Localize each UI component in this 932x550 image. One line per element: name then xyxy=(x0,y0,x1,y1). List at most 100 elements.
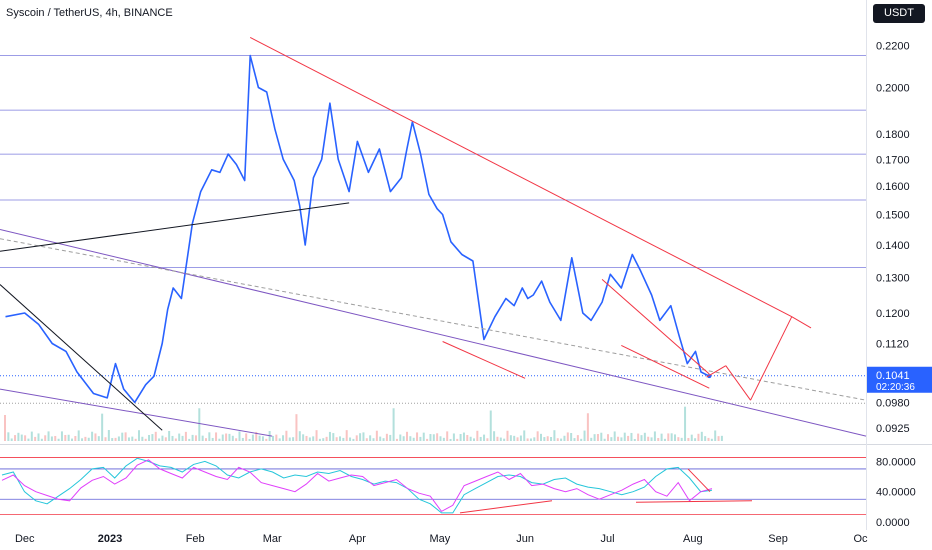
volume-bar xyxy=(432,434,435,441)
volume-bar xyxy=(499,437,502,441)
volume-bar xyxy=(184,431,187,441)
volume-bar xyxy=(640,435,643,441)
volume-bar xyxy=(613,431,616,441)
volume-bar xyxy=(416,432,419,441)
y-tick-label: 0.1700 xyxy=(876,154,910,166)
volume-bar xyxy=(526,438,529,441)
x-tick-label: Jul xyxy=(601,533,615,545)
volume-bar xyxy=(34,436,37,441)
volume-bar xyxy=(198,408,201,441)
volume-bar xyxy=(335,437,338,441)
volume-bar xyxy=(349,437,352,441)
volume-bar xyxy=(660,433,663,441)
volume-bar xyxy=(91,431,94,441)
countdown-label: 02:20:36 xyxy=(876,382,915,393)
volume-bar xyxy=(302,434,305,441)
volume-bar xyxy=(402,436,405,441)
volume-bar xyxy=(576,435,579,441)
volume-bar xyxy=(580,438,583,441)
support-trendline xyxy=(0,228,867,437)
volume-bar xyxy=(670,433,673,441)
currency-button[interactable]: USDT xyxy=(873,4,925,23)
volume-bar xyxy=(643,432,646,441)
volume-bar xyxy=(496,436,499,441)
volume-bar xyxy=(590,437,593,441)
volume-bar xyxy=(365,438,368,441)
volume-bar xyxy=(14,435,17,441)
black-descending-line xyxy=(0,284,163,431)
volume-bar xyxy=(191,434,194,441)
volume-bar xyxy=(141,436,144,441)
volume-bar xyxy=(627,435,630,441)
x-tick-label: Sep xyxy=(768,533,788,545)
wedge-bottom-line xyxy=(621,344,710,389)
volume-bar xyxy=(114,437,117,441)
volume-bar xyxy=(282,435,285,441)
x-tick-label: May xyxy=(429,533,450,545)
volume-bar xyxy=(258,435,261,441)
volume-bar xyxy=(667,433,670,441)
volume-bar xyxy=(248,438,251,441)
volume-bar xyxy=(623,432,626,441)
x-tick-label: Jun xyxy=(516,533,534,545)
volume-bar xyxy=(77,430,80,441)
volume-bar xyxy=(459,433,462,441)
volume-bar xyxy=(60,431,63,441)
volume-bar xyxy=(436,433,439,441)
volume-bar xyxy=(4,415,6,441)
volume-bar xyxy=(272,435,274,441)
volume-bar xyxy=(67,434,70,441)
rsi-line xyxy=(1,459,713,513)
volume-bar xyxy=(238,431,241,441)
projection-path xyxy=(725,365,751,401)
volume-bar xyxy=(87,437,90,441)
volume-bar xyxy=(30,431,33,441)
volume-bar xyxy=(556,438,559,441)
volume-bar xyxy=(322,438,325,441)
volume-bar xyxy=(305,435,308,441)
volume-bar xyxy=(560,438,563,441)
volume-bar xyxy=(399,434,402,441)
volume-bar xyxy=(205,438,207,441)
volume-bar xyxy=(566,432,569,441)
volume-bar xyxy=(677,437,680,441)
y-tick-label: 0.1200 xyxy=(876,308,910,320)
volume-bar xyxy=(710,438,713,441)
volume-bar xyxy=(533,437,536,441)
volume-bar xyxy=(27,438,30,441)
volume-bar xyxy=(653,431,656,441)
volume-bar xyxy=(10,438,13,441)
volume-bar xyxy=(513,435,516,441)
volume-bar xyxy=(429,434,432,441)
volume-bar xyxy=(218,438,221,441)
projection-path xyxy=(791,316,812,329)
volume-bar xyxy=(81,438,84,441)
volume-bar xyxy=(211,437,214,441)
volume-bar xyxy=(610,437,613,441)
volume-bar xyxy=(261,436,264,441)
volume-bar xyxy=(395,438,398,441)
volume-bar xyxy=(57,438,60,441)
wedge-top-line xyxy=(601,279,710,375)
volume-bar xyxy=(483,434,486,441)
volume-bar xyxy=(318,438,321,441)
volume-bar xyxy=(225,433,228,441)
volume-bar xyxy=(151,434,154,441)
volume-bar xyxy=(158,438,161,441)
volume-bar xyxy=(700,431,703,441)
volume-bar xyxy=(54,435,57,441)
volume-bar xyxy=(617,436,620,441)
volume-bar xyxy=(298,431,301,441)
volume-bar xyxy=(312,436,315,441)
volume-bar xyxy=(714,430,717,441)
volume-bar xyxy=(20,434,23,441)
volume-bar xyxy=(161,435,164,441)
projection-path xyxy=(750,316,793,401)
volume-bar xyxy=(540,433,542,441)
volume-bar xyxy=(288,437,291,441)
volume-bar xyxy=(375,430,378,441)
volume-bar xyxy=(164,437,167,441)
volume-bar xyxy=(362,432,365,441)
volume-bar xyxy=(47,431,50,441)
